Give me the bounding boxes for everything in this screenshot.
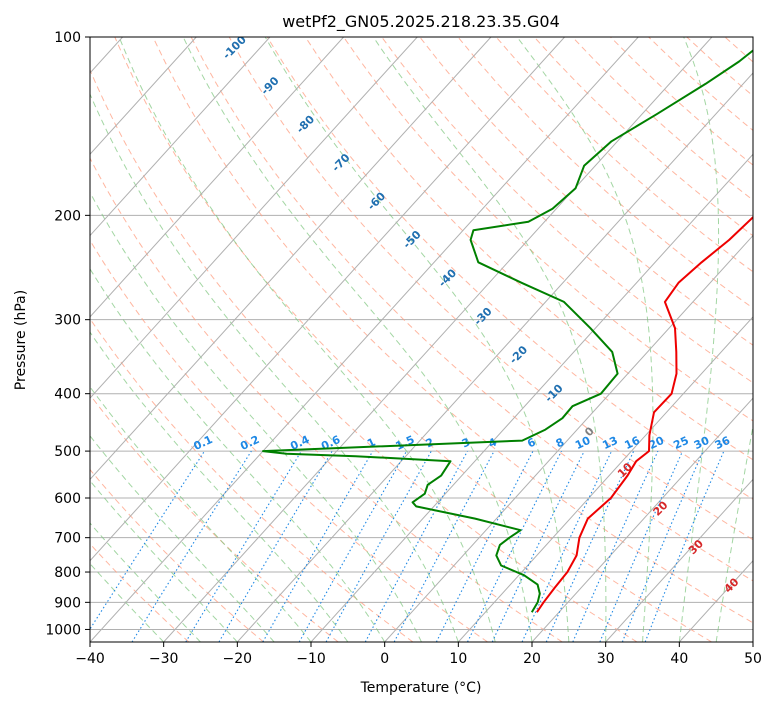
- y-axis-label: Pressure (hPa): [13, 290, 29, 390]
- mixing-ratio-line: [298, 450, 408, 642]
- moist-adiabat: [90, 267, 386, 642]
- moist-adiabat: [516, 37, 654, 642]
- dry-adiabat: [114, 37, 712, 642]
- x-tick-label: 30: [597, 651, 615, 667]
- y-tick-label: 100: [54, 30, 81, 46]
- mixing-ratio-line: [325, 450, 432, 642]
- mixing-ratio-line: [572, 450, 659, 642]
- isotherm-line: [163, 37, 713, 642]
- isotherm-line: [310, 153, 753, 642]
- moist-adiabat: [90, 331, 349, 642]
- moist-adiabat: [90, 92, 459, 642]
- moist-adiabat: [118, 37, 496, 642]
- isotherm-line: [90, 37, 418, 399]
- mixing-ratio-label: 20: [647, 434, 667, 452]
- isotherm-line: [90, 37, 197, 156]
- moist-adiabat: [372, 37, 607, 642]
- mixing-ratio-line: [364, 450, 468, 642]
- moist-adiabat: [715, 423, 753, 642]
- x-tick-label: −10: [296, 651, 326, 667]
- mixing-ratio-lines: [90, 450, 725, 642]
- mixing-ratio-label: 16: [623, 434, 643, 452]
- x-axis-ticks: −40 −30 −20 −10 0 10 20 30 40 50: [75, 642, 762, 667]
- dry-adiabat: [228, 37, 753, 541]
- dry-adiabat: [190, 37, 753, 582]
- mixing-ratio-label: 30: [692, 434, 712, 452]
- isotherms: [90, 37, 753, 642]
- moist-adiabat: [90, 480, 238, 642]
- plot-frame: [89, 36, 754, 643]
- x-tick-label: −20: [223, 651, 253, 667]
- y-tick-label: 300: [54, 313, 81, 329]
- moist-adiabat: [678, 37, 720, 642]
- dewpoint-profile: [262, 49, 753, 613]
- plot-area: -100-90-80-70-60-50-40-30-20-10010203040…: [90, 37, 753, 642]
- isotherm-line: [236, 72, 753, 642]
- mixing-ratio-line: [435, 450, 534, 642]
- y-tick-label: 700: [54, 531, 81, 547]
- sounding-series: [262, 49, 753, 613]
- x-tick-label: 20: [523, 651, 541, 667]
- isotherm-line: [90, 37, 344, 318]
- dry-adiabat: [90, 157, 563, 642]
- mixing-ratio-label: 10: [573, 434, 593, 452]
- y-tick-label: 900: [54, 595, 81, 611]
- isotherm-line: [384, 234, 753, 642]
- y-tick-label: 500: [54, 444, 81, 460]
- chart-title: wetPf2_GN05.2025.218.23.35.G04: [282, 12, 560, 32]
- mixing-ratio-line: [90, 450, 205, 631]
- mixing-ratio-line: [599, 450, 684, 642]
- isotherm-line: [90, 37, 271, 237]
- mixing-ratio-line: [185, 450, 302, 642]
- y-tick-label: 600: [54, 491, 81, 507]
- moist-adiabat: [264, 37, 570, 642]
- mixing-ratio-label: 36: [713, 434, 733, 452]
- y-tick-label: 1000: [45, 622, 81, 638]
- x-tick-label: 50: [744, 651, 762, 667]
- mixing-ratio-label: 13: [600, 434, 619, 452]
- x-tick-label: −40: [75, 651, 105, 667]
- moist-adiabat: [182, 37, 533, 642]
- mixing-ratio-line: [467, 450, 562, 642]
- y-tick-label: 200: [54, 208, 81, 224]
- dry-adiabat: [90, 543, 190, 642]
- moist-adiabat: [90, 435, 275, 642]
- y-tick-label: 400: [54, 387, 81, 403]
- x-axis-label: Temperature (°C): [360, 680, 482, 696]
- isotherm-line: [531, 397, 753, 642]
- dry-adiabat: [457, 37, 753, 309]
- isotherm-line: [605, 478, 753, 642]
- dry-adiabat: [152, 37, 753, 624]
- mixing-ratio-line: [644, 450, 725, 642]
- pressure-gridlines: [90, 37, 753, 630]
- dry-adiabats: [90, 37, 753, 642]
- dry-adiabat: [266, 37, 753, 500]
- x-tick-label: 40: [670, 651, 688, 667]
- x-tick-label: 10: [449, 651, 467, 667]
- dry-adiabat: [90, 394, 339, 642]
- isotherm-line: [457, 316, 753, 642]
- mixing-ratio-line: [621, 450, 704, 642]
- isotherm-line: [90, 37, 565, 562]
- y-axis-ticks: 100 200 300 400 500 600 700 800 900 1000: [45, 30, 90, 638]
- isotherm-line: [90, 37, 492, 481]
- x-tick-label: 0: [380, 651, 389, 667]
- isotherm-line: [90, 37, 639, 642]
- temperature-profile: [536, 215, 753, 613]
- dry-adiabat: [90, 239, 488, 642]
- mixing-ratio-label: 25: [671, 434, 690, 452]
- y-tick-label: 800: [54, 565, 81, 581]
- x-tick-label: −30: [149, 651, 179, 667]
- dry-adiabat: [90, 468, 264, 642]
